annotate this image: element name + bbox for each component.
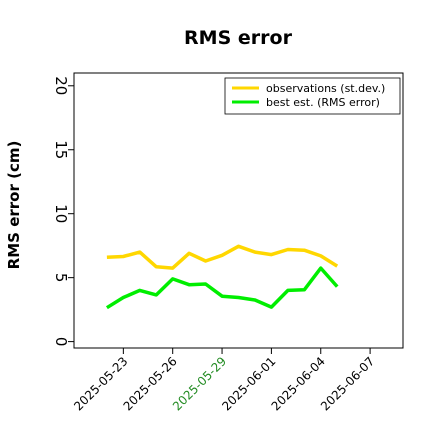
y-axis-label: RMS error (cm) (5, 141, 23, 270)
chart-title: RMS error (184, 27, 293, 49)
axis-ticks-layer: 051015202025-05-232025-05-262025-05-2920… (52, 76, 377, 413)
legend: observations (st.dev.) best est. (RMS er… (224, 77, 401, 115)
x-tick-label: 2025-06-07 (318, 354, 377, 413)
y-tick-label: 15 (52, 140, 70, 159)
legend-label-best-estimate: best est. (RMS error) (266, 96, 380, 109)
y-tick-label: 0 (52, 337, 70, 347)
series-line-best-estimate (105, 266, 339, 310)
series-layer (105, 244, 339, 310)
legend-label-observations: observations (st.dev.) (266, 82, 385, 95)
series-line-observations (106, 244, 339, 270)
plot-area-frame (73, 72, 404, 349)
y-tick-label: 20 (52, 76, 70, 95)
y-tick-label: 5 (52, 273, 70, 283)
legend-frame (224, 77, 401, 115)
y-tick-label: 10 (52, 204, 70, 223)
